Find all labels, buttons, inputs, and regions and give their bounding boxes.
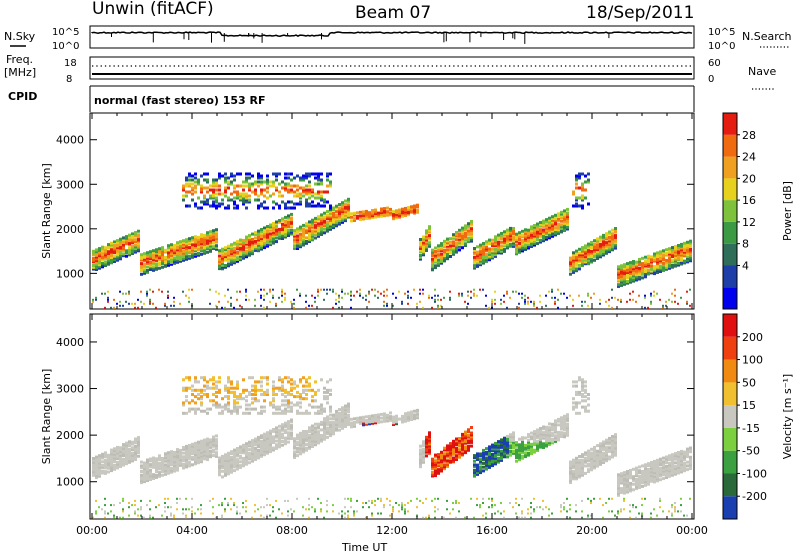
colorbar-swatch xyxy=(723,178,737,201)
colorbar-swatch xyxy=(723,156,737,179)
colorbar-swatch xyxy=(723,265,737,288)
cpid-text: normal (fast stereo) 153 RF xyxy=(94,94,266,107)
colorbar-swatch xyxy=(723,496,737,519)
xtick-label: 04:00 xyxy=(176,524,208,537)
cpid-panel: CPID normal (fast stereo) 153 RF xyxy=(8,85,695,112)
colorbar-swatch xyxy=(723,243,737,266)
colorbar-tick: 12 xyxy=(742,216,756,229)
colorbar-tick: 20 xyxy=(742,172,756,185)
colorbar-tick: 4 xyxy=(742,259,749,272)
nsearch-tick-bottom: 10^0 xyxy=(708,41,735,52)
colorbar-tick: 100 xyxy=(742,354,763,367)
colorbar-tick: 50 xyxy=(742,376,756,389)
ytick-label: 1000 xyxy=(56,267,84,280)
colorbar-swatch xyxy=(723,382,737,406)
cpid-label: CPID xyxy=(8,90,37,103)
date-title: 18/Sep/2011 xyxy=(586,3,694,23)
freq-label: Freq. xyxy=(6,53,33,66)
ytick-label: 4000 xyxy=(56,134,84,147)
yaxis-label: Slant Range [km] xyxy=(40,369,53,465)
colorbar-label: Velocity [m s⁻¹] xyxy=(781,374,794,459)
colorbar-tick: 8 xyxy=(742,238,749,251)
colorbar-tick: -100 xyxy=(742,467,767,480)
noise-trace xyxy=(91,31,693,44)
velocity-panel: 4000 3000 2000 1000 00:00 04:00 08:00 12:00 16:0… xyxy=(40,313,794,537)
xaxis-label: Time UT xyxy=(341,541,387,554)
xtick-label: 16:00 xyxy=(476,524,508,537)
nave-label: Nave xyxy=(748,65,776,78)
colorbar-swatch xyxy=(723,450,737,474)
beam-title: Beam 07 xyxy=(355,3,431,23)
nsky-label: N.Sky xyxy=(4,30,36,43)
colorbar-swatch xyxy=(723,359,737,383)
ytick-label: 4000 xyxy=(56,336,84,349)
colorbar-tick: -50 xyxy=(742,445,760,458)
freq-unit: [MHz] xyxy=(4,66,36,79)
colorbar-tick: 24 xyxy=(742,151,756,164)
colorbar-swatch xyxy=(723,134,737,157)
colorbar-tick: 28 xyxy=(742,129,756,142)
xtick-label: 00:00 xyxy=(676,524,708,537)
noise-panel: N.Sky 10^5 10^0 10^5 10^0 N.Search xyxy=(4,25,792,52)
colorbar-tick: -15 xyxy=(742,422,760,435)
nave-tick-bottom: 0 xyxy=(708,74,714,85)
ytick-label: 1000 xyxy=(56,476,84,489)
freq-tick-bottom: 8 xyxy=(66,74,72,85)
colorbar-swatch xyxy=(723,287,737,309)
station-title: Unwin (fitACF) xyxy=(92,0,214,19)
colorbar-swatch xyxy=(723,427,737,451)
colorbar-swatch xyxy=(723,405,737,428)
colorbar-swatch xyxy=(723,113,737,135)
nsky-tick-bottom: 10^0 xyxy=(52,41,79,52)
freq-tick-top: 18 xyxy=(64,58,77,69)
colorbar-swatch xyxy=(723,221,737,244)
nsky-tick-top: 10^5 xyxy=(52,27,79,38)
xtick-label: 08:00 xyxy=(276,524,308,537)
colorbar-tick: 200 xyxy=(742,331,763,344)
colorbar-swatch xyxy=(723,336,737,360)
ytick-label: 2000 xyxy=(56,223,84,236)
nsearch-label: N.Search xyxy=(742,30,792,43)
xtick-label: 12:00 xyxy=(376,524,408,537)
colorbar-swatch xyxy=(723,314,737,337)
colorbar-tick: -200 xyxy=(742,490,767,503)
ytick-label: 3000 xyxy=(56,383,84,396)
ytick-label: 2000 xyxy=(56,429,84,442)
colorbar-swatch xyxy=(723,200,737,222)
colorbar-tick: 15 xyxy=(742,399,756,412)
nsearch-tick-top: 10^5 xyxy=(708,27,735,38)
freq-panel: Freq. [MHz] 18 8 60 0 Nave xyxy=(4,53,776,90)
colorbar-swatch xyxy=(723,473,737,497)
yaxis-label: Slant Range [km] xyxy=(40,163,53,259)
ytick-label: 3000 xyxy=(56,178,84,191)
colorbar-label: Power [dB] xyxy=(781,181,794,241)
nave-tick-top: 60 xyxy=(708,58,721,69)
colorbar-tick: 16 xyxy=(742,194,756,207)
xtick-label: 00:00 xyxy=(76,524,108,537)
xtick-label: 20:00 xyxy=(576,524,608,537)
